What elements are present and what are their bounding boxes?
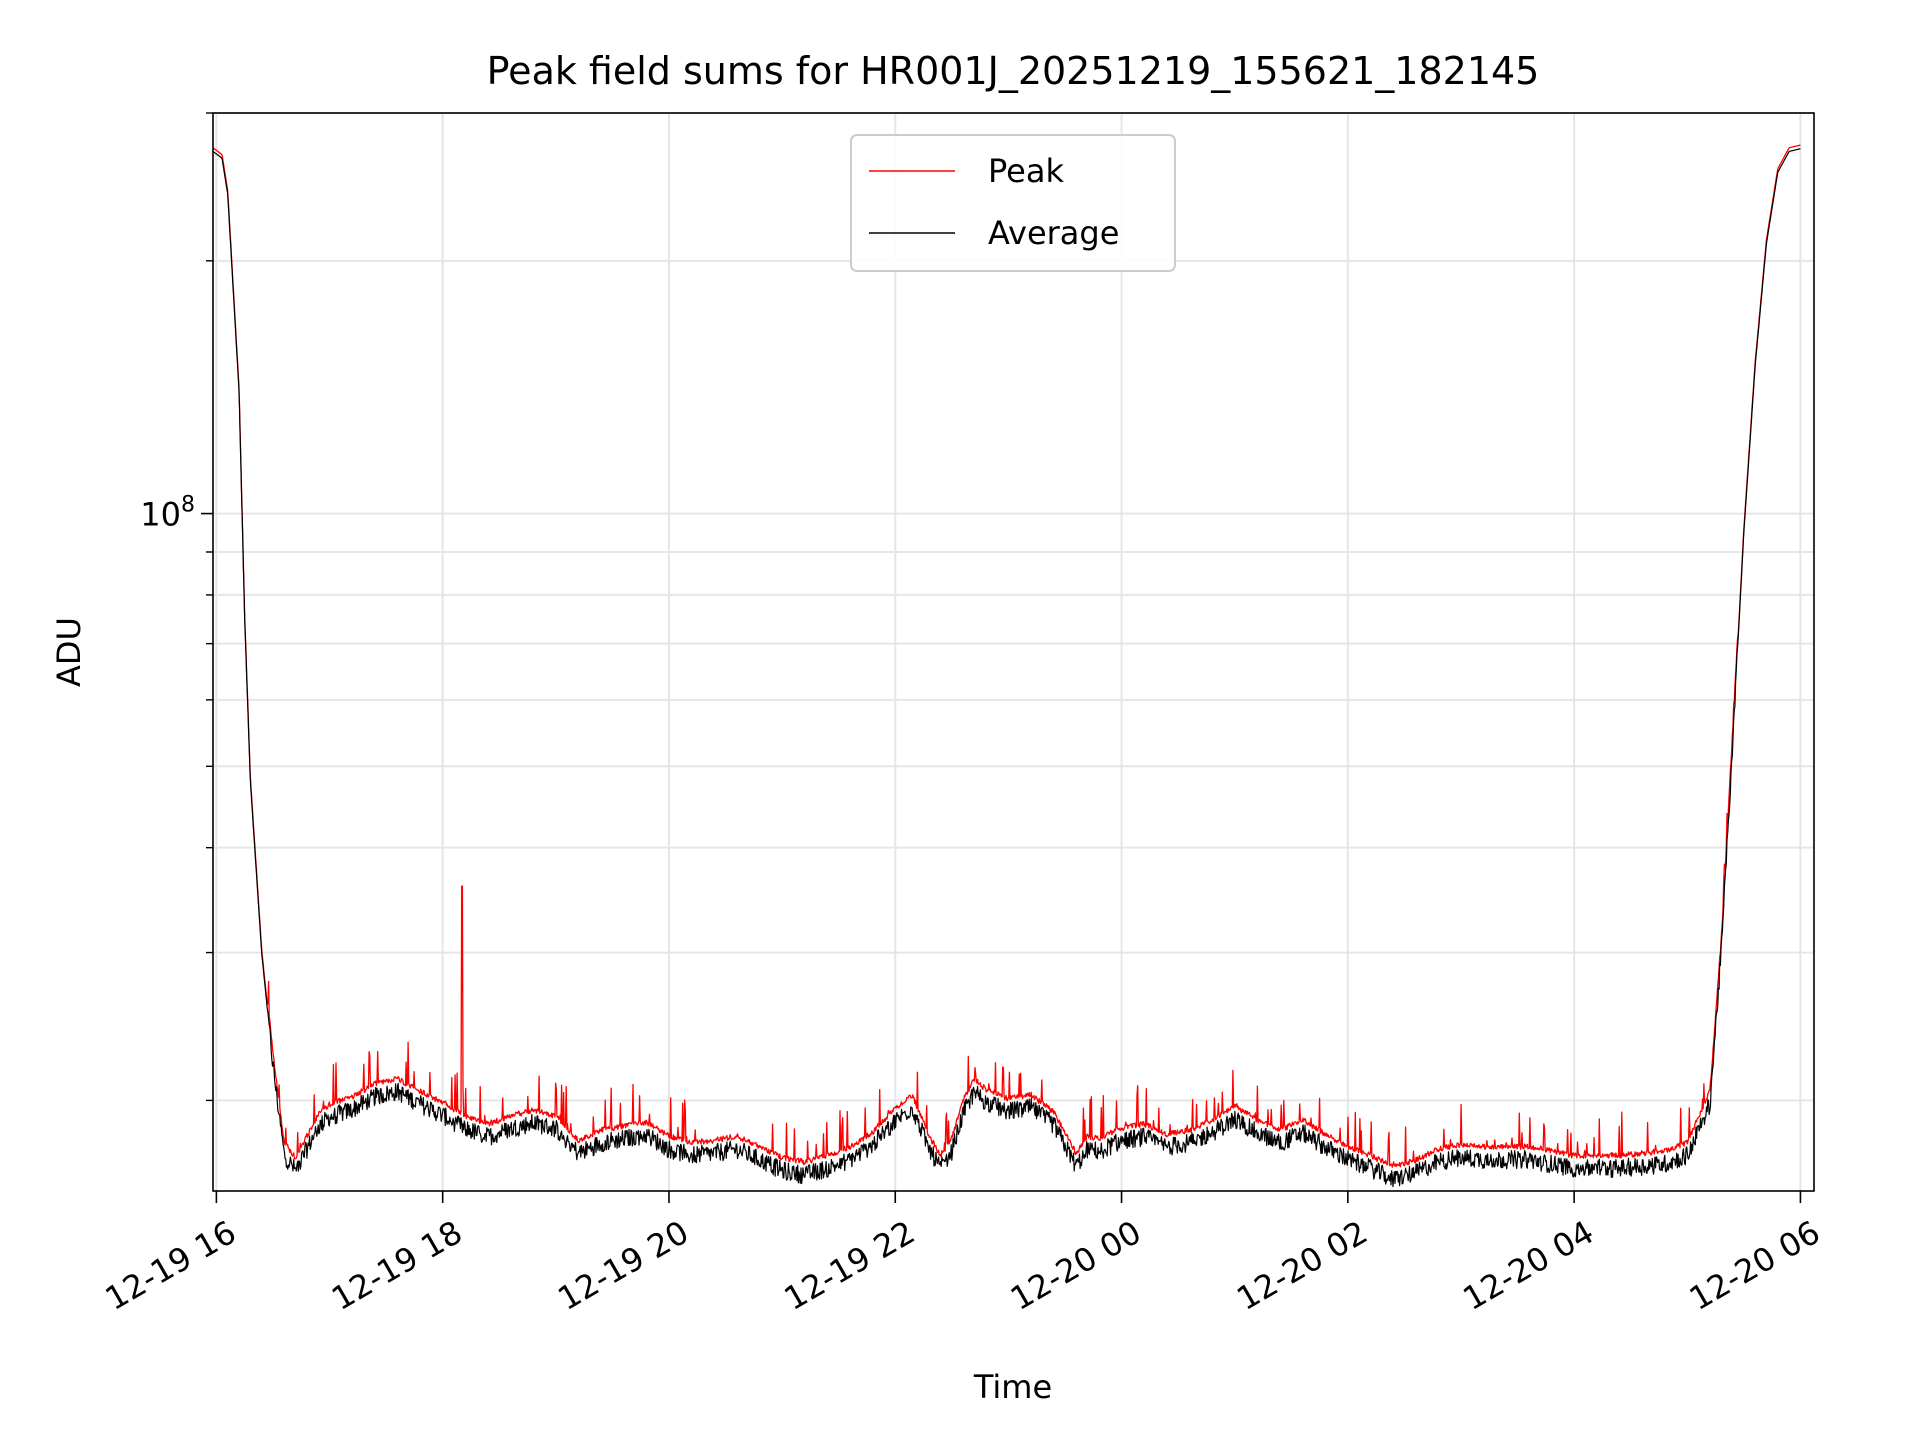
legend-label-average: Average <box>988 214 1119 252</box>
series-line-peak <box>213 144 1801 1168</box>
plot-frame <box>212 112 1815 1192</box>
y-axis-label: ADU <box>50 617 88 687</box>
legend: Peak Average <box>850 134 1176 272</box>
chart-title: Peak field sums for HR001J_20251219_1556… <box>487 49 1540 93</box>
legend-label-peak: Peak <box>988 152 1064 190</box>
y-tick-label: 108 <box>140 493 195 534</box>
series-line-average <box>213 148 1801 1188</box>
legend-box <box>850 134 1176 272</box>
x-axis-label: Time <box>973 1368 1052 1406</box>
series-layer <box>213 144 1801 1188</box>
